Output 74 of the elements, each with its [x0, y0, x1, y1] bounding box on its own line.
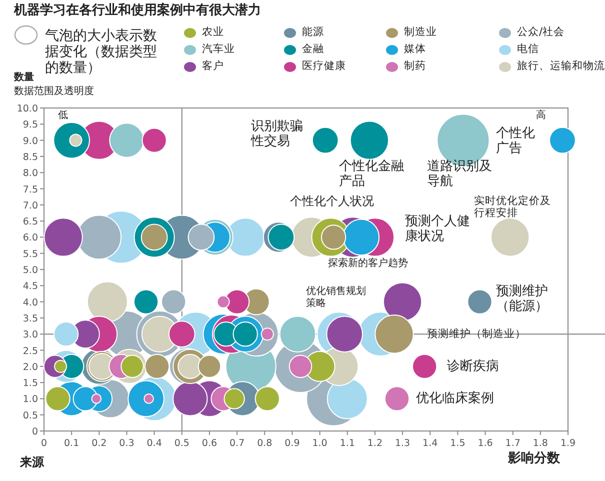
- y-axis-title: 数量: [14, 72, 34, 84]
- x-tick-label: 1.8: [532, 438, 548, 449]
- legend-label: 制造业: [404, 26, 437, 38]
- x-tick-label: 1.0: [312, 438, 328, 449]
- annotation: 识别欺骗性交易: [251, 119, 304, 150]
- legend-label: 客户: [202, 60, 224, 72]
- annotation: 实时优化定价及行程安排: [474, 195, 552, 220]
- y-tick-label: 0.5: [22, 410, 38, 422]
- x-tick-label: 0.2: [92, 438, 107, 449]
- text: 气泡的大小表示数据变化（数据类型的数量）: [45, 28, 158, 76]
- annotation: 诊断疾病: [447, 359, 499, 375]
- y-tick-label: 5.0: [22, 265, 38, 276]
- annotation: 个性化个人状况: [290, 194, 374, 209]
- annotation: 预测维护（能源）: [496, 284, 549, 315]
- y-tick-label: 8.5: [22, 152, 38, 163]
- annotation: 预测维护（制造业）: [427, 328, 526, 340]
- annotation: 探索新的客户趋势: [328, 258, 408, 270]
- annotation: 预测个人健康状况: [405, 214, 470, 244]
- chart-title: 机器学习在各行业和使用案例中有很大潜力: [14, 3, 261, 19]
- x-axis-title: 影响分数: [508, 451, 560, 467]
- legend-label: 农业: [202, 26, 224, 38]
- y-tick-label: 5.5: [22, 248, 38, 260]
- y-tick-label: 3.5: [22, 313, 38, 324]
- x-tick-label: 0.7: [230, 438, 245, 449]
- legend-label: 旅行、运输和物流: [517, 60, 605, 72]
- x-tick-label: 1.3: [394, 438, 410, 449]
- x-tick-label: 0.3: [119, 438, 134, 449]
- y-tick-label: 2.5: [22, 346, 38, 357]
- y-tick-label: 8.0: [22, 168, 38, 180]
- y-tick-label: 3.0: [22, 330, 38, 341]
- legend-label: 医疗健康: [302, 60, 346, 72]
- annotation: 优化销售规划策略: [306, 286, 367, 309]
- legend-label: 媒体: [404, 43, 426, 56]
- x-tick-label: 0.5: [174, 438, 190, 449]
- x-tick-label: 1.1: [340, 438, 355, 449]
- x-tick-label: 0: [40, 438, 48, 449]
- x-tick-label: 1.7: [505, 438, 520, 449]
- x-tick-label: 1.5: [450, 438, 466, 449]
- annotation: 高: [536, 110, 546, 122]
- legend-label: 电信: [517, 43, 539, 56]
- annotation: 道路识别及导航: [427, 159, 493, 190]
- y-tick-label: 7.5: [22, 184, 38, 196]
- y-tick-label: 10.0: [16, 104, 38, 114]
- legend-label: 汽车业: [202, 43, 235, 56]
- legend-label: 金融: [302, 43, 324, 56]
- annotation: 个性化广告: [496, 126, 536, 157]
- y-tick-label: 2.0: [22, 362, 38, 373]
- x-tick-label: 1.9: [560, 438, 576, 449]
- y-tick-label: 9.5: [22, 120, 38, 131]
- text: 来源: [20, 455, 44, 470]
- x-tick-label: 0.6: [202, 438, 218, 449]
- x-tick-label: 1.6: [478, 438, 493, 449]
- annotation: 个性化金融产品: [339, 159, 405, 190]
- x-tick-label: 1.2: [367, 438, 382, 449]
- y-tick-label: 6.5: [22, 216, 38, 228]
- x-tick-label: 1.4: [422, 438, 438, 449]
- x-tick-label: 0.9: [284, 438, 300, 449]
- x-tick-label: 0.8: [257, 438, 272, 449]
- y-tick-label: 1.5: [22, 378, 38, 390]
- y-tick-label: 6.0: [22, 232, 38, 244]
- x-tick-label: 0.1: [64, 438, 80, 449]
- annotation: 低: [58, 110, 68, 122]
- text: 数据范围及透明度: [14, 86, 94, 98]
- legend-label: 能源: [302, 26, 324, 38]
- y-tick-label: 4.5: [22, 281, 38, 292]
- y-tick-label: 1.0: [22, 394, 38, 406]
- y-tick-label: 0: [32, 426, 38, 438]
- legend-label: 制药: [404, 60, 426, 72]
- y-tick-label: 4.0: [22, 297, 38, 308]
- legend-label: 公众/社会: [517, 26, 565, 38]
- y-tick-label: 9.0: [22, 136, 38, 147]
- x-tick-label: 0.4: [146, 438, 162, 449]
- y-tick-label: 7.0: [22, 200, 38, 212]
- annotation: 优化临床案例: [416, 391, 494, 407]
